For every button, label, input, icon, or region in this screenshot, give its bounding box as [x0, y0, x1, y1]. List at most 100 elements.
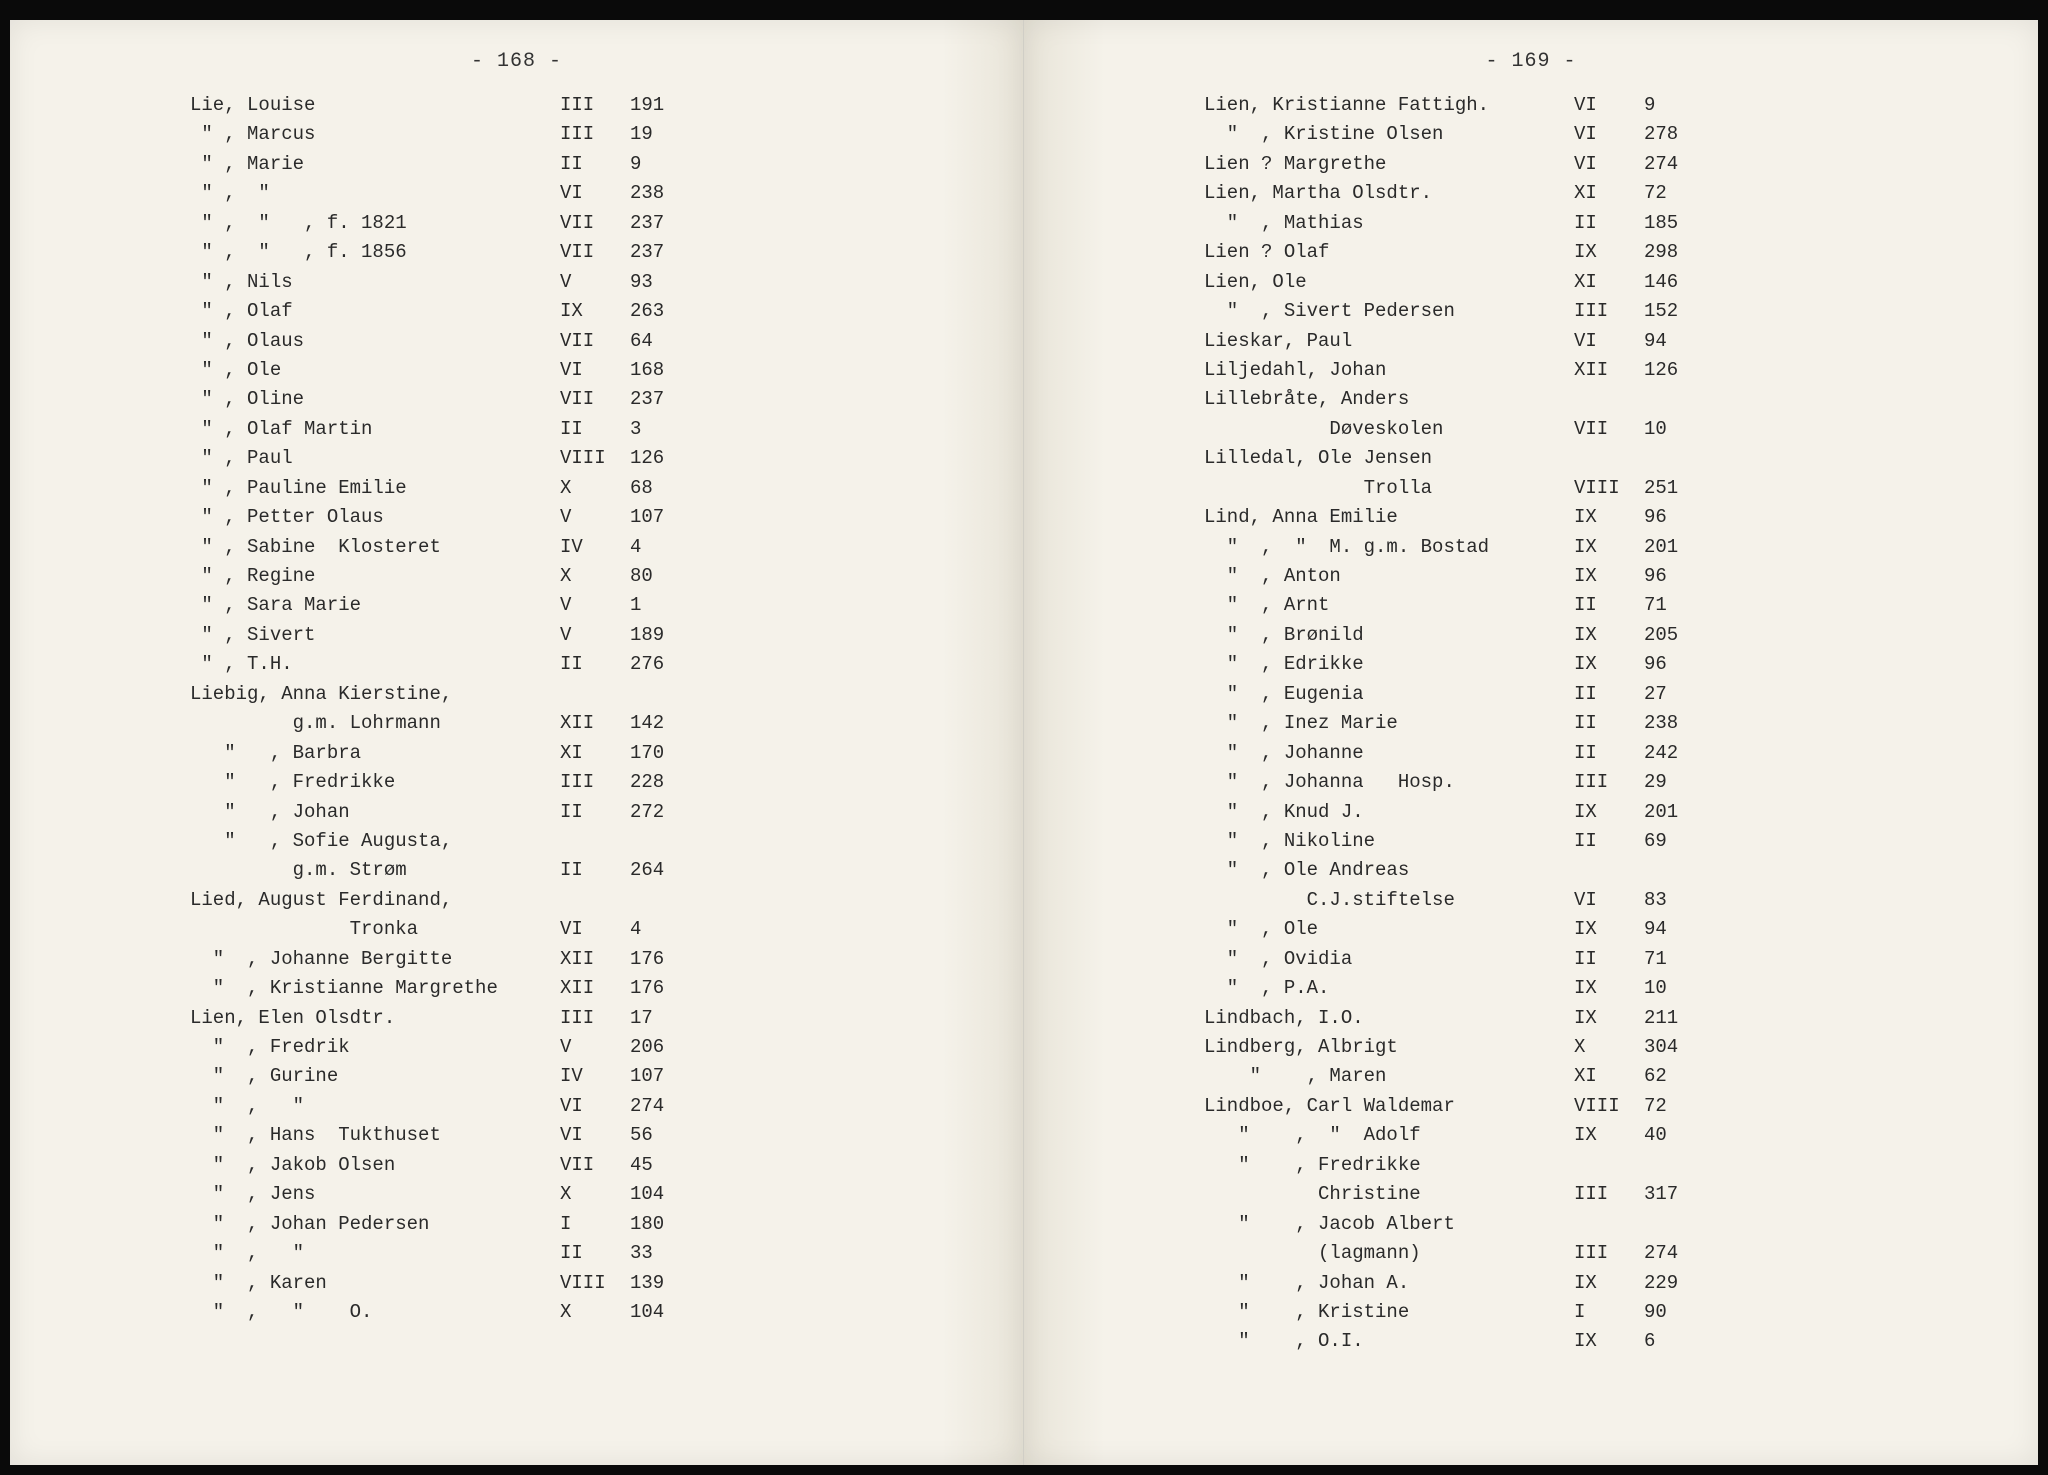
index-row: " , KarenVIII139 [190, 1269, 963, 1298]
index-row: " , Fredrikke [1204, 1151, 1978, 1180]
entry-volume: I [1574, 1298, 1644, 1327]
entry-volume: III [1574, 768, 1644, 797]
index-row: " , PaulVIII126 [190, 444, 963, 473]
entry-name: Lindboe, Carl Waldemar [1204, 1092, 1574, 1121]
entry-page: 263 [630, 297, 690, 326]
entry-volume: VIII [560, 444, 630, 473]
index-row: " , OlausVII64 [190, 327, 963, 356]
page-number-left: - 168 - [70, 50, 963, 73]
index-row: " , Sivert PedersenIII152 [1204, 297, 1978, 326]
entry-page: 201 [1644, 533, 1704, 562]
index-row: Lind, Anna EmilieIX96 [1204, 503, 1978, 532]
entry-name: " , Johanne [1204, 739, 1574, 768]
index-row: " , NikolineII69 [1204, 827, 1978, 856]
entry-page: 10 [1644, 415, 1704, 444]
index-row: " , BrønildIX205 [1204, 621, 1978, 650]
entry-name: " , Sabine Klosteret [190, 533, 560, 562]
entry-page: 4 [630, 533, 690, 562]
index-row: " , FredrikkeIII228 [190, 768, 963, 797]
entry-volume [1574, 856, 1644, 885]
entry-name: " , T.H. [190, 650, 560, 679]
entry-volume: II [1574, 945, 1644, 974]
entry-volume: IX [1574, 503, 1644, 532]
entry-volume [560, 827, 630, 856]
entry-page: 264 [630, 856, 690, 885]
entry-volume [1574, 1151, 1644, 1180]
entry-volume: IX [1574, 798, 1644, 827]
entry-volume: XI [1574, 268, 1644, 297]
entry-volume: X [1574, 1033, 1644, 1062]
index-row: " , AntonIX96 [1204, 562, 1978, 591]
entry-page: 238 [630, 179, 690, 208]
entry-name: Lien, Elen Olsdtr. [190, 1004, 560, 1033]
entry-volume: VIII [1574, 474, 1644, 503]
index-row: " , " M. g.m. BostadIX201 [1204, 533, 1978, 562]
entry-volume: II [560, 798, 630, 827]
index-row: " , Kristine OlsenVI278 [1204, 120, 1978, 149]
entry-volume: II [560, 856, 630, 885]
entry-volume: II [1574, 591, 1644, 620]
index-row: " , Jacob Albert [1204, 1210, 1978, 1239]
entry-name: " , Jacob Albert [1204, 1210, 1574, 1239]
entry-page: 237 [630, 385, 690, 414]
entry-volume: V [560, 1033, 630, 1062]
entry-page [630, 886, 690, 915]
entry-name: " , Jens [190, 1180, 560, 1209]
entry-name: Liljedahl, Johan [1204, 356, 1574, 385]
entry-name: " , Fredrik [190, 1033, 560, 1062]
index-row: Lilledal, Ole Jensen [1204, 444, 1978, 473]
entry-name: " , " , f. 1821 [190, 209, 560, 238]
page-left: - 168 - Lie, LouiseIII191 " , MarcusIII1… [10, 20, 1024, 1465]
entry-name: " , " [190, 179, 560, 208]
index-row: Lien ? MargretheVI274 [1204, 150, 1978, 179]
index-row: Lien, Martha Olsdtr.XI72 [1204, 179, 1978, 208]
index-row: " , NilsV93 [190, 268, 963, 297]
index-row: " , Jakob OlsenVII45 [190, 1151, 963, 1180]
index-row: " , SivertV189 [190, 621, 963, 650]
entry-page: 4 [630, 915, 690, 944]
book-spread: - 168 - Lie, LouiseIII191 " , MarcusIII1… [0, 0, 2048, 1475]
index-row: " , T.H.II276 [190, 650, 963, 679]
entry-name: " , Olaf [190, 297, 560, 326]
entry-volume: XI [1574, 1062, 1644, 1091]
index-table-right: Lien, Kristianne Fattigh.VI9 " , Kristin… [1204, 91, 1978, 1357]
entry-page: 56 [630, 1121, 690, 1150]
entry-name: " , Arnt [1204, 591, 1574, 620]
entry-volume: VI [560, 356, 630, 385]
entry-name: " , Fredrikke [190, 768, 560, 797]
entry-page: 191 [630, 91, 690, 120]
entry-volume: II [1574, 739, 1644, 768]
index-row: " , EdrikkeIX96 [1204, 650, 1978, 679]
entry-volume: V [560, 268, 630, 297]
entry-name: " , P.A. [1204, 974, 1574, 1003]
index-row: g.m. StrømII264 [190, 856, 963, 885]
index-row: " , KristineI90 [1204, 1298, 1978, 1327]
entry-page: 96 [1644, 562, 1704, 591]
index-row: Lieskar, PaulVI94 [1204, 327, 1978, 356]
entry-volume: X [560, 474, 630, 503]
entry-name: " , Fredrikke [1204, 1151, 1574, 1180]
entry-volume [560, 886, 630, 915]
entry-name: (lagmann) [1204, 1239, 1574, 1268]
entry-page: 107 [630, 1062, 690, 1091]
entry-volume: X [560, 1180, 630, 1209]
entry-volume: X [560, 562, 630, 591]
entry-volume: IX [1574, 621, 1644, 650]
entry-volume: VII [1574, 415, 1644, 444]
entry-volume: II [1574, 680, 1644, 709]
entry-page: 229 [1644, 1269, 1704, 1298]
index-row: Lillebråte, Anders [1204, 385, 1978, 414]
entry-page: 272 [630, 798, 690, 827]
entry-volume: XII [1574, 356, 1644, 385]
entry-volume: X [560, 1298, 630, 1327]
index-row: " , Sofie Augusta, [190, 827, 963, 856]
entry-name: " , Johanne Bergitte [190, 945, 560, 974]
entry-volume: II [560, 650, 630, 679]
entry-page: 104 [630, 1298, 690, 1327]
index-row: " , Pauline EmilieX68 [190, 474, 963, 503]
entry-name: " , Nils [190, 268, 560, 297]
entry-page [1644, 385, 1704, 414]
entry-volume [1574, 1210, 1644, 1239]
entry-page [1644, 1210, 1704, 1239]
entry-name: Lien ? Olaf [1204, 238, 1574, 267]
